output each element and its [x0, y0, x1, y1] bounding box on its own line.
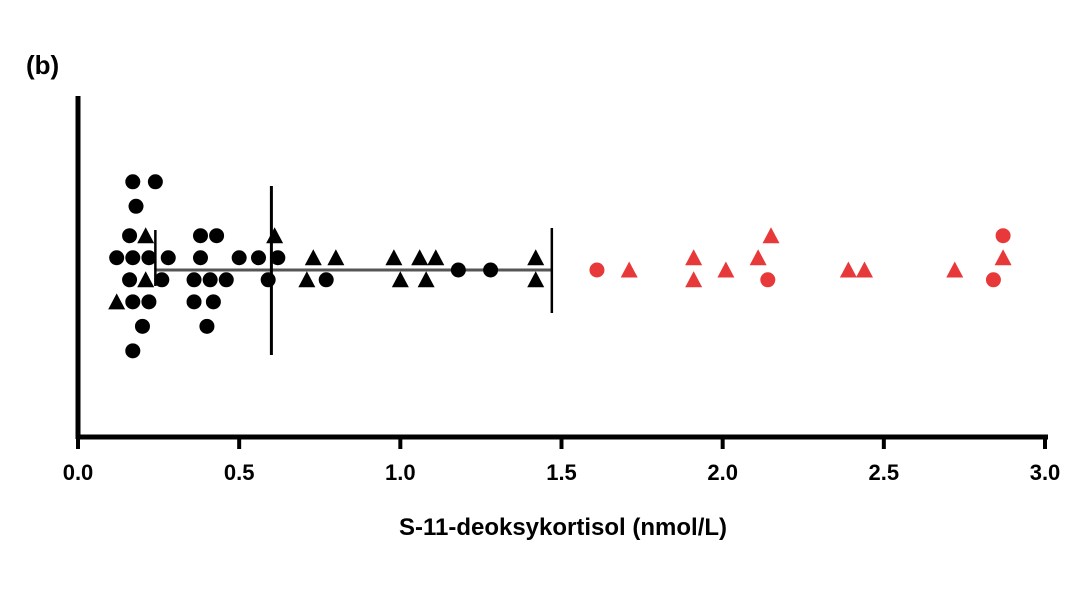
- triangle-point: [527, 271, 545, 288]
- circle-point: [318, 272, 334, 288]
- circle-point: [192, 228, 208, 244]
- circle-point: [141, 250, 157, 266]
- triangle-point: [391, 271, 409, 288]
- circle-point: [125, 174, 141, 190]
- x-tick-label: 1.5: [546, 460, 577, 485]
- x-tick-label: 0.0: [63, 460, 94, 485]
- x-tick-label: 2.5: [869, 460, 900, 485]
- circle-point: [483, 262, 499, 278]
- circle-point: [125, 294, 141, 310]
- circle-point: [192, 250, 208, 266]
- circle-point: [985, 272, 1001, 288]
- circle-point: [122, 272, 138, 288]
- x-tick-label: 3.0: [1030, 460, 1061, 485]
- x-tick-labels: 0.0 0.5 1.0 1.5 2.0 2.5 3.0: [63, 460, 1061, 485]
- triangle-point: [417, 271, 435, 288]
- triangle-point: [946, 261, 964, 278]
- circle-point: [270, 250, 286, 266]
- circle-point: [147, 174, 163, 190]
- triangle-point: [620, 261, 638, 278]
- circle-point: [186, 294, 202, 310]
- x-ticks: [76, 437, 1047, 449]
- circle-point: [160, 250, 176, 266]
- circle-point: [205, 294, 221, 310]
- triangle-point: [685, 271, 703, 288]
- triangle-point: [298, 271, 316, 288]
- triangle-point: [855, 261, 873, 278]
- triangle-point: [994, 249, 1012, 266]
- triangle-point: [839, 261, 857, 278]
- circle-point: [218, 272, 234, 288]
- triangle-point: [108, 293, 126, 310]
- circle-point: [128, 198, 144, 214]
- triangle-point: [137, 271, 155, 288]
- x-tick-label: 2.0: [707, 460, 738, 485]
- triangle-point: [717, 261, 735, 278]
- circle-point: [251, 250, 267, 266]
- circle-point: [154, 272, 170, 288]
- circle-point: [199, 318, 215, 334]
- circle-point: [141, 294, 157, 310]
- triangle-point: [762, 227, 780, 244]
- data-points: [108, 174, 1012, 359]
- circle-point: [122, 228, 138, 244]
- triangle-point: [749, 249, 767, 266]
- triangle-point: [137, 227, 155, 244]
- triangle-point: [304, 249, 322, 266]
- circle-point: [260, 272, 276, 288]
- circle-point: [450, 262, 466, 278]
- triangle-point: [266, 227, 284, 244]
- triangle-point: [527, 249, 545, 266]
- triangle-point: [327, 249, 345, 266]
- circle-point: [231, 250, 247, 266]
- circle-point: [186, 272, 202, 288]
- panel-label: (b): [26, 50, 60, 80]
- circle-point: [760, 272, 776, 288]
- circle-point: [125, 250, 141, 266]
- circle-point: [209, 228, 225, 244]
- triangle-point: [427, 249, 445, 266]
- x-axis-title: S-11-deoksykortisol (nmol/L): [399, 514, 727, 541]
- circle-point: [202, 272, 218, 288]
- circle-point: [125, 343, 141, 359]
- chart-axes: [75, 96, 1048, 440]
- circle-point: [589, 262, 605, 278]
- circle-point: [109, 250, 125, 266]
- triangle-point: [411, 249, 429, 266]
- x-tick-label: 0.5: [224, 460, 255, 485]
- triangle-point: [385, 249, 403, 266]
- circle-point: [134, 318, 150, 334]
- x-tick-label: 1.0: [385, 460, 416, 485]
- triangle-point: [685, 249, 703, 266]
- circle-point: [995, 228, 1011, 244]
